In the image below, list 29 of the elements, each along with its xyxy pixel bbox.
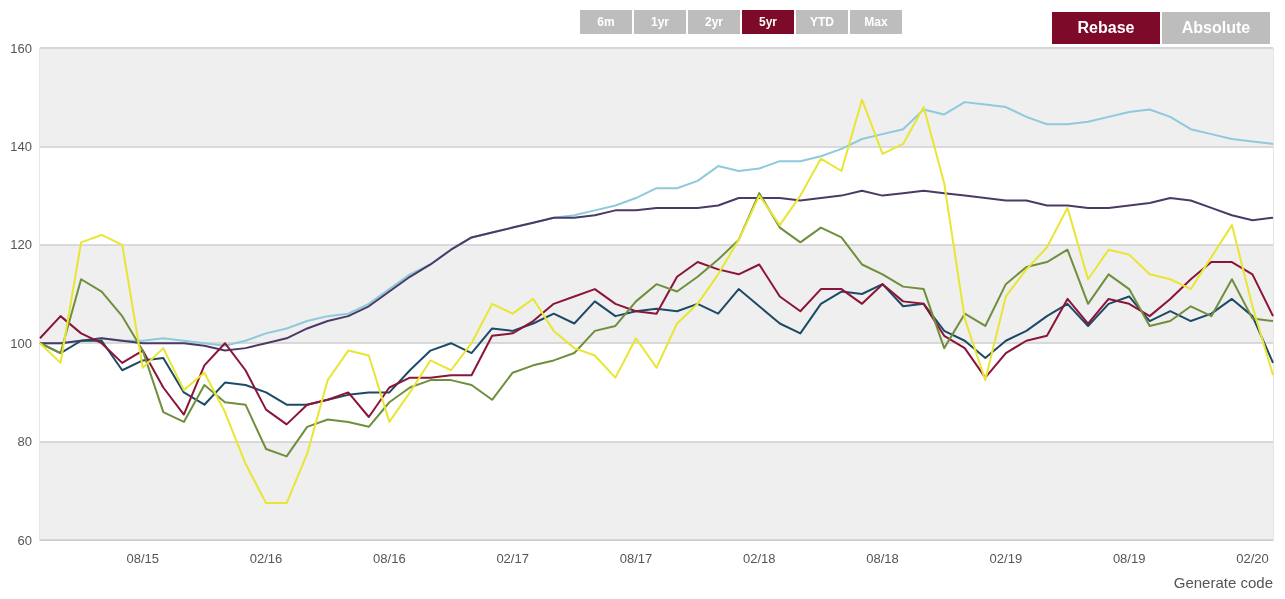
text: Generate code — [1173, 574, 1273, 591]
x-tick-label: 08/15 — [126, 551, 160, 566]
range-button: Max — [850, 10, 902, 34]
y-tick-label: 100 — [10, 335, 32, 351]
y-tick-label: 140 — [10, 138, 32, 154]
x-tick-label: 08/17 — [619, 551, 653, 566]
x-tick-label: 08/19 — [1112, 551, 1146, 566]
range-button: 1yr — [634, 10, 686, 34]
mode-button: Rebase — [1052, 12, 1160, 44]
x-tick-label: 08/18 — [866, 551, 899, 566]
x-tick-label: 02/17 — [496, 551, 529, 566]
x-tick-label: 02/16 — [249, 551, 283, 566]
range-button: 2yr — [688, 10, 740, 34]
y-tick-label: 120 — [10, 237, 32, 253]
x-tick-label: 02/20 — [1236, 551, 1269, 566]
line-series — [39, 189, 1274, 352]
x-tick-label: 08/16 — [373, 551, 406, 566]
y-tick-label: 60 — [17, 532, 32, 548]
line-series — [39, 98, 1274, 505]
range-button: 6m — [580, 10, 632, 34]
line-series — [39, 261, 1274, 426]
x-tick-label: 02/19 — [989, 551, 1023, 566]
y-tick-label: 160 — [10, 40, 32, 56]
line-series — [39, 192, 1274, 458]
range-button: 5yr — [742, 10, 794, 34]
y-tick-label: 80 — [17, 434, 32, 450]
mode-button: Absolute — [1162, 12, 1270, 44]
range-button: YTD — [796, 10, 848, 34]
x-tick-label: 02/18 — [742, 551, 776, 566]
